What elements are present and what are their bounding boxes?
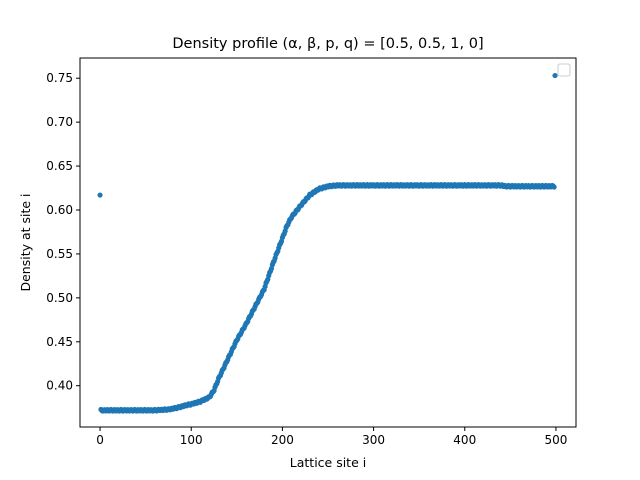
data-point-outlier (552, 72, 558, 79)
plot-frame (79, 57, 577, 428)
legend-box (557, 63, 571, 77)
x-axis-ticks: 0 100 200 300 400 500 (96, 427, 567, 447)
x-tick-label: 400 (453, 433, 476, 447)
y-axis-label: Density at site i (18, 193, 33, 291)
y-tick-label: 0.45 (46, 335, 73, 349)
y-tick-label: 0.40 (46, 379, 73, 393)
x-axis-label: Lattice site i (290, 455, 366, 470)
x-tick-label: 0 (96, 433, 104, 447)
data-point (551, 184, 557, 190)
data-point-outlier (97, 192, 103, 198)
y-tick-label: 0.70 (46, 115, 73, 129)
y-tick-label: 0.75 (46, 71, 73, 85)
x-tick-label: 200 (271, 433, 294, 447)
chart-title: Density profile (α, β, p, q) = [0.5, 0.5… (172, 36, 483, 52)
data-points (97, 72, 558, 414)
x-tick-label: 100 (180, 433, 203, 447)
y-axis-ticks: 0.40 0.45 0.50 0.55 0.60 0.65 0.70 0.75 (46, 71, 80, 393)
y-tick-label: 0.55 (46, 247, 73, 261)
y-tick-label: 0.60 (46, 203, 73, 217)
y-tick-label: 0.50 (46, 291, 73, 305)
x-tick-label: 300 (362, 433, 385, 447)
x-tick-label: 500 (544, 433, 567, 447)
y-tick-label: 0.65 (46, 159, 73, 173)
